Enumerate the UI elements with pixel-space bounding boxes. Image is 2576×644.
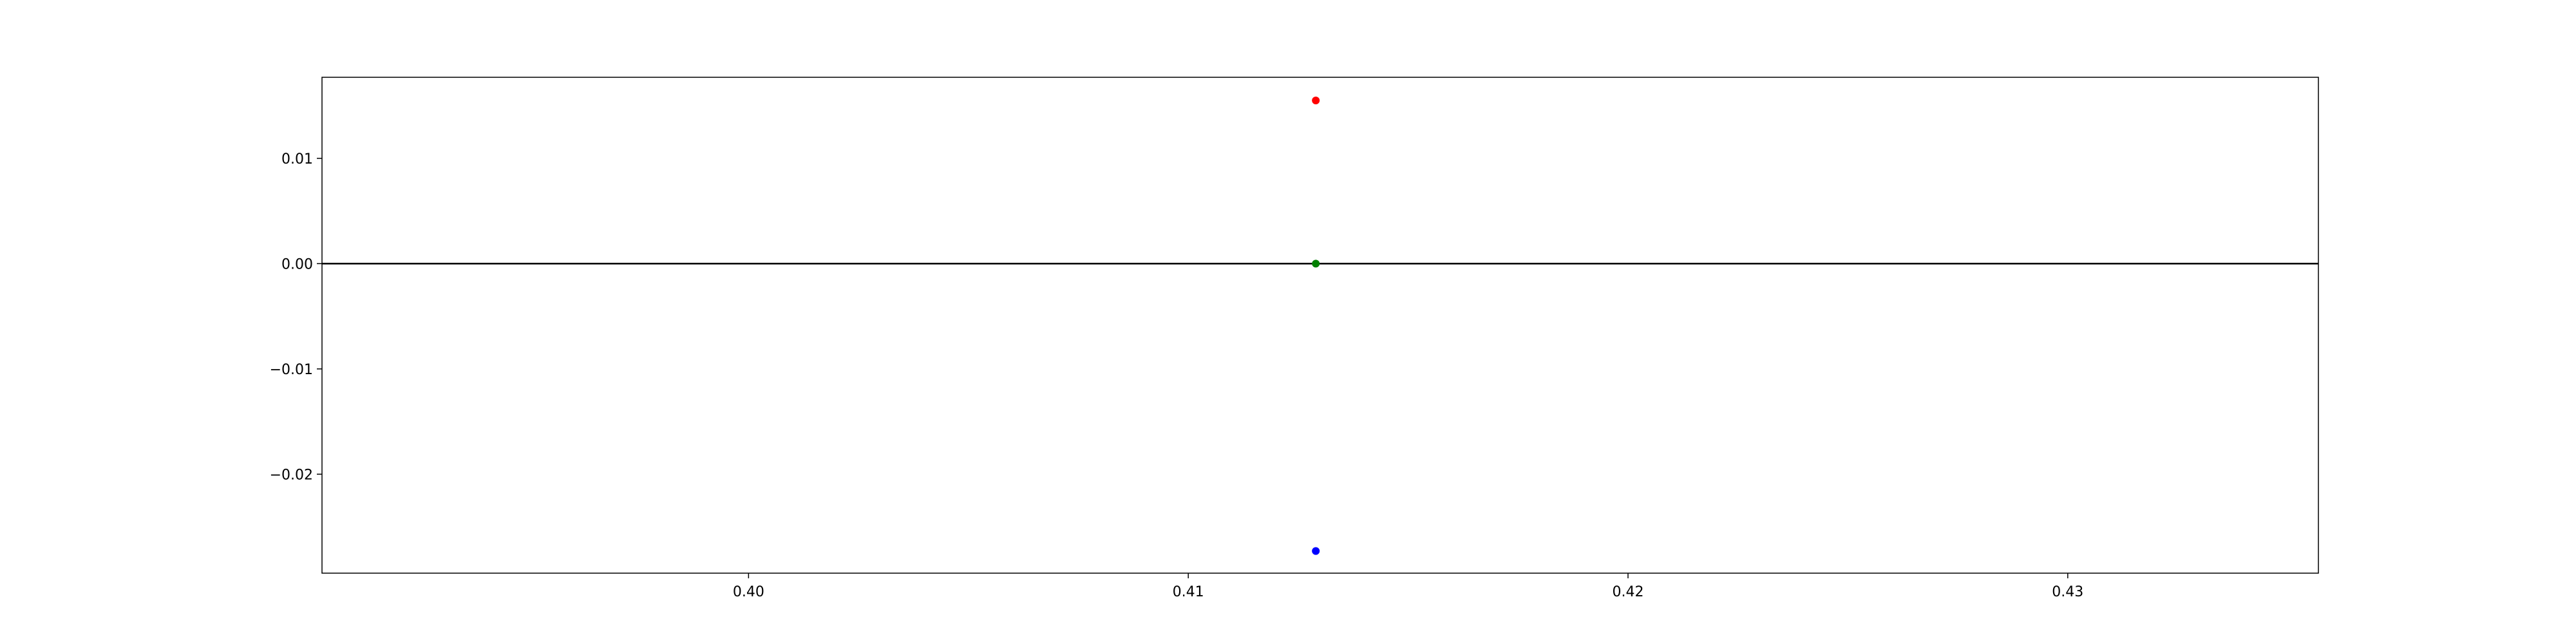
y-tick-label: −0.01 bbox=[270, 362, 313, 378]
y-tick-label: 0.01 bbox=[281, 151, 313, 167]
y-tick-label: 0.00 bbox=[281, 256, 313, 272]
x-tick-label: 0.41 bbox=[1173, 584, 1204, 600]
x-tick-label: 0.40 bbox=[733, 584, 764, 600]
y-axis-ticks: 0.01 0.00 −0.01 −0.02 bbox=[270, 151, 322, 483]
scatter-point bbox=[1312, 260, 1320, 268]
x-axis-ticks: 0.40 0.41 0.42 0.43 bbox=[733, 573, 2083, 600]
y-tick-label: −0.02 bbox=[270, 467, 313, 483]
x-tick-label: 0.43 bbox=[2052, 584, 2083, 600]
data-points bbox=[1312, 96, 1320, 555]
plot-area-frame bbox=[321, 77, 2319, 574]
x-tick-label: 0.42 bbox=[1612, 584, 1643, 600]
scatter-point bbox=[1312, 96, 1320, 104]
scatter-point bbox=[1312, 547, 1320, 555]
